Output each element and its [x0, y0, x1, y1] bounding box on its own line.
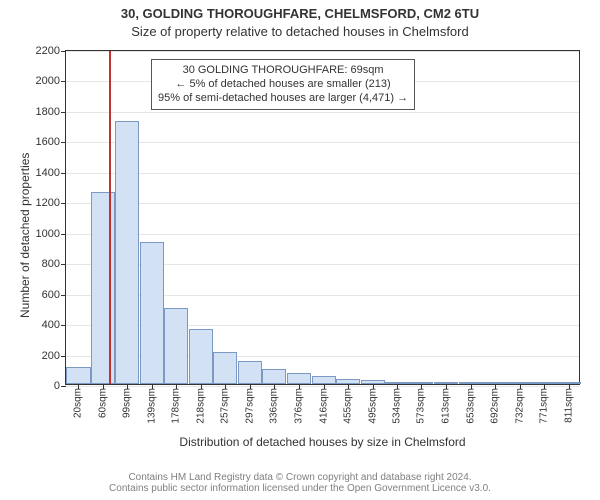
x-tick-label: 99sqm [122, 388, 133, 418]
y-tick-mark [61, 234, 66, 235]
y-tick-label: 600 [42, 289, 60, 301]
histogram-bar [140, 242, 164, 384]
y-tick-label: 1600 [36, 136, 60, 148]
x-tick-label: 573sqm [416, 388, 427, 424]
histogram-bar [287, 373, 311, 384]
figure: 30, GOLDING THOROUGHFARE, CHELMSFORD, CM… [0, 0, 600, 500]
histogram-bar [164, 308, 188, 384]
x-tick-label: 653sqm [465, 388, 476, 424]
y-tick-mark [61, 81, 66, 82]
histogram-bar [262, 369, 286, 384]
annotation-line: ← 5% of detached houses are smaller (213… [158, 78, 408, 92]
x-tick-label: 692sqm [489, 388, 500, 424]
x-tick-label: 534sqm [391, 388, 402, 424]
y-tick-mark [61, 51, 66, 52]
title-text-2: Size of property relative to detached ho… [131, 24, 468, 39]
y-tick-label: 2000 [36, 75, 60, 87]
y-tick-mark [61, 142, 66, 143]
histogram-bar [213, 352, 237, 384]
x-tick-label: 613sqm [440, 388, 451, 424]
x-tick-label: 20sqm [73, 388, 84, 418]
x-tick-label: 297sqm [245, 388, 256, 424]
marker-line [109, 51, 111, 384]
x-tick-label: 495sqm [367, 388, 378, 424]
x-tick-label: 455sqm [342, 388, 353, 424]
title-text-1: 30, GOLDING THOROUGHFARE, CHELMSFORD, CM… [121, 6, 479, 21]
annotation-line: 30 GOLDING THOROUGHFARE: 69sqm [158, 64, 408, 78]
y-tick-label: 2200 [36, 45, 60, 57]
x-tick-label: 178sqm [171, 388, 182, 424]
gridline [66, 142, 579, 143]
y-axis-label: Number of detached properties [18, 152, 32, 317]
x-tick-label: 336sqm [269, 388, 280, 424]
x-tick-label: 732sqm [514, 388, 525, 424]
title-line-2: Size of property relative to detached ho… [0, 24, 600, 39]
gridline [66, 173, 579, 174]
y-tick-mark [61, 173, 66, 174]
x-tick-label: 60sqm [98, 388, 109, 418]
y-tick-label: 1800 [36, 106, 60, 118]
histogram-bar [115, 121, 139, 384]
gridline [66, 51, 579, 52]
x-tick-label: 218sqm [196, 388, 207, 424]
x-tick-label: 376sqm [294, 388, 305, 424]
x-tick-label: 139sqm [147, 388, 158, 424]
y-tick-mark [61, 295, 66, 296]
footnote-line-2: Contains public sector information licen… [0, 483, 600, 494]
histogram-bar [66, 367, 90, 384]
y-tick-label: 1000 [36, 228, 60, 240]
x-tick-label: 811sqm [563, 388, 574, 423]
gridline [66, 386, 579, 387]
x-tick-label: 257sqm [220, 388, 231, 424]
histogram-bar [91, 192, 115, 384]
y-tick-label: 400 [42, 319, 60, 331]
histogram-bar [312, 376, 336, 384]
y-tick-mark [61, 203, 66, 204]
y-tick-label: 1200 [36, 197, 60, 209]
gridline [66, 234, 579, 235]
y-tick-mark [61, 356, 66, 357]
footnote: Contains HM Land Registry data © Crown c… [0, 472, 600, 494]
y-tick-mark [61, 264, 66, 265]
gridline [66, 112, 579, 113]
footnote-line-1: Contains HM Land Registry data © Crown c… [0, 472, 600, 483]
histogram-bar [189, 329, 213, 384]
annotation-line: 95% of semi-detached houses are larger (… [158, 92, 408, 106]
y-tick-mark [61, 112, 66, 113]
y-tick-label: 800 [42, 258, 60, 270]
y-tick-label: 200 [42, 350, 60, 362]
y-tick-label: 1400 [36, 167, 60, 179]
histogram-bar [238, 361, 262, 384]
annotation-box: 30 GOLDING THOROUGHFARE: 69sqm← 5% of de… [151, 59, 415, 110]
title-line-1: 30, GOLDING THOROUGHFARE, CHELMSFORD, CM… [0, 6, 600, 21]
y-tick-mark [61, 386, 66, 387]
y-tick-label: 0 [54, 380, 60, 392]
y-tick-mark [61, 325, 66, 326]
x-tick-label: 416sqm [318, 388, 329, 424]
gridline [66, 203, 579, 204]
x-axis-label: Distribution of detached houses by size … [65, 435, 580, 449]
x-tick-label: 771sqm [538, 388, 549, 424]
plot-area: 0200400600800100012001400160018002000220… [65, 50, 580, 385]
